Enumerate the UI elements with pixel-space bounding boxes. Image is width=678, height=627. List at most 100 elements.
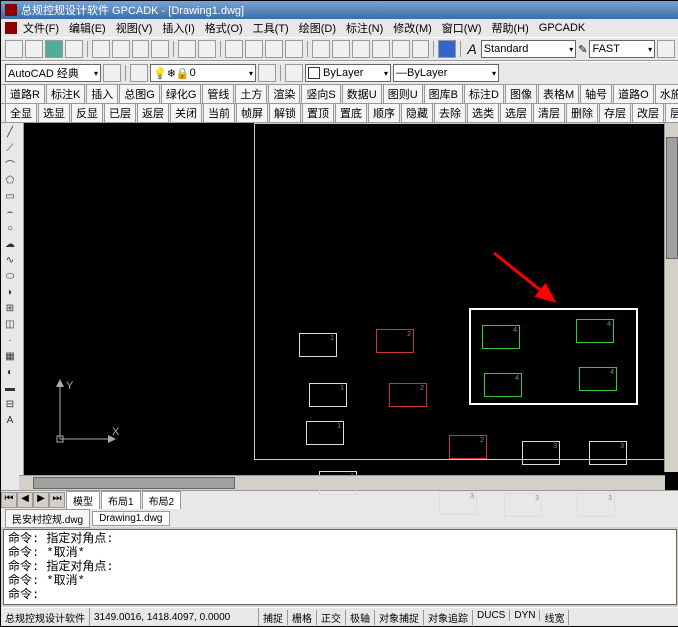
domain-tab[interactable]: 绿化G (161, 85, 202, 104)
drawing-rect[interactable]: 3 (504, 493, 542, 517)
layerop-button[interactable]: 解锁 (269, 104, 301, 123)
brush-icon[interactable]: ✎ (578, 43, 587, 56)
drawing-rect[interactable]: 2 (376, 329, 414, 353)
tool-icon[interactable] (352, 40, 370, 58)
status-toggle[interactable]: DUCS (473, 610, 510, 621)
drawing-rect[interactable]: 2 (389, 383, 427, 407)
markup-icon[interactable] (392, 40, 410, 58)
print-icon[interactable] (65, 40, 83, 58)
fast-combo[interactable]: FAST▾ (589, 40, 655, 58)
drawing-rect[interactable]: 3 (589, 441, 627, 465)
tab-nav-last[interactable]: ⏭ (49, 492, 65, 508)
layerop-button[interactable]: 删除 (566, 104, 598, 123)
menu-format[interactable]: 格式(O) (201, 20, 247, 36)
domain-tab[interactable]: 土方 (235, 85, 267, 104)
layerop-button[interactable]: 选类 (467, 104, 499, 123)
region-icon[interactable]: ▬ (3, 381, 17, 395)
zoom-icon[interactable] (245, 40, 263, 58)
layerop-button[interactable]: 存层 (599, 104, 631, 123)
calc-icon[interactable] (412, 40, 430, 58)
domain-tab[interactable]: 竖向S (301, 85, 340, 104)
tab-nav-first[interactable]: ⏮ (1, 492, 17, 508)
ellipse-icon[interactable]: ⬭ (3, 269, 17, 283)
layerop-button[interactable]: 当前 (203, 104, 235, 123)
point-icon[interactable]: · (3, 333, 17, 347)
mtext-icon[interactable]: A (3, 413, 17, 427)
insert-icon[interactable]: ⊞ (3, 301, 17, 315)
layerop-button[interactable]: 反显 (71, 104, 103, 123)
tab-layout2[interactable]: 布局2 (142, 491, 182, 510)
domain-tab[interactable]: 标注K (46, 85, 85, 104)
domain-tab[interactable]: 水施D (655, 85, 678, 104)
linetype-combo[interactable]: — ByLayer▾ (393, 64, 499, 82)
layer-combo[interactable]: 💡❄🔒 0▾ (150, 64, 256, 82)
scrollbar-horizontal[interactable] (19, 475, 665, 490)
color-icon[interactable] (285, 64, 303, 82)
layerop-button[interactable]: 层树 (665, 104, 678, 123)
pline-icon[interactable]: ⌒ (3, 157, 17, 171)
menu-dim[interactable]: 标注(N) (342, 20, 387, 36)
ws-icon[interactable] (103, 64, 121, 82)
save-icon[interactable] (45, 40, 63, 58)
polygon-icon[interactable]: ⬠ (3, 173, 17, 187)
domain-tab[interactable]: 数据U (342, 85, 382, 104)
domain-tab[interactable]: 表格M (538, 85, 579, 104)
dc-icon[interactable] (332, 40, 350, 58)
layerop-button[interactable]: 返层 (137, 104, 169, 123)
rect-icon[interactable]: ▭ (3, 189, 17, 203)
xline-icon[interactable]: ⟋ (3, 141, 17, 155)
menu-edit[interactable]: 编辑(E) (65, 20, 110, 36)
help-icon[interactable] (438, 40, 456, 58)
menu-gpcadk[interactable]: GPCADK (535, 22, 589, 34)
line-icon[interactable]: ╱ (3, 125, 17, 139)
drawing-rect[interactable]: 3 (522, 441, 560, 465)
props-icon[interactable] (312, 40, 330, 58)
filetab-1[interactable]: 民安村控规.dwg (5, 509, 90, 528)
table-icon[interactable]: ⊟ (3, 397, 17, 411)
arc-icon[interactable]: ⌢ (3, 205, 17, 219)
tab-nav-next[interactable]: ▶ (33, 492, 49, 508)
extra-icon[interactable] (657, 40, 675, 58)
drawing-rect[interactable]: 3 (577, 493, 615, 517)
domain-tab[interactable]: 图则U (383, 85, 423, 104)
status-toggle[interactable]: 捕捉 (259, 610, 288, 625)
paste-icon[interactable] (132, 40, 150, 58)
layerop-button[interactable]: 置底 (335, 104, 367, 123)
workspace-combo[interactable]: AutoCAD 经典▾ (5, 64, 101, 82)
menu-modify[interactable]: 修改(M) (389, 20, 436, 36)
drawing-rect[interactable]: 1 (306, 421, 344, 445)
sys-menu-icon[interactable] (5, 22, 17, 34)
drawing-rect[interactable]: 2 (449, 435, 487, 459)
command-window[interactable]: 命令: 指定对角点: 命令: *取消* 命令: 指定对角点: 命令: *取消* … (3, 529, 677, 605)
layerop-button[interactable]: 清层 (533, 104, 565, 123)
domain-tab[interactable]: 道路O (613, 85, 654, 104)
spline-icon[interactable]: ∿ (3, 253, 17, 267)
domain-tab[interactable]: 渲染 (268, 85, 300, 104)
domain-tab[interactable]: 道路R (5, 85, 45, 104)
revcloud-icon[interactable]: ☁ (3, 237, 17, 251)
match-icon[interactable] (151, 40, 169, 58)
color-combo[interactable]: ByLayer▾ (305, 64, 391, 82)
menu-view[interactable]: 视图(V) (112, 20, 157, 36)
tab-nav-prev[interactable]: ◀ (17, 492, 33, 508)
status-toggle[interactable]: 线宽 (540, 610, 569, 625)
textstyle-icon[interactable]: A (465, 41, 478, 57)
domain-tab[interactable]: 管线 (202, 85, 234, 104)
gradient-icon[interactable]: ◐ (3, 365, 17, 379)
undo-icon[interactable] (178, 40, 196, 58)
status-toggle[interactable]: 对象追踪 (424, 610, 473, 625)
drawing-rect[interactable]: 1 (299, 333, 337, 357)
layerprev-icon[interactable] (258, 64, 276, 82)
zoomwin-icon[interactable] (265, 40, 283, 58)
sheet-icon[interactable] (372, 40, 390, 58)
drawing-rect[interactable]: 1 (309, 383, 347, 407)
status-toggle[interactable]: DYN (510, 610, 540, 621)
new-icon[interactable] (5, 40, 23, 58)
cut-icon[interactable] (92, 40, 110, 58)
open-icon[interactable] (25, 40, 43, 58)
layer-icon[interactable] (130, 64, 148, 82)
copy-icon[interactable] (112, 40, 130, 58)
scrollbar-vertical[interactable] (664, 123, 678, 472)
layerop-button[interactable]: 改层 (632, 104, 664, 123)
layerop-button[interactable]: 去除 (434, 104, 466, 123)
